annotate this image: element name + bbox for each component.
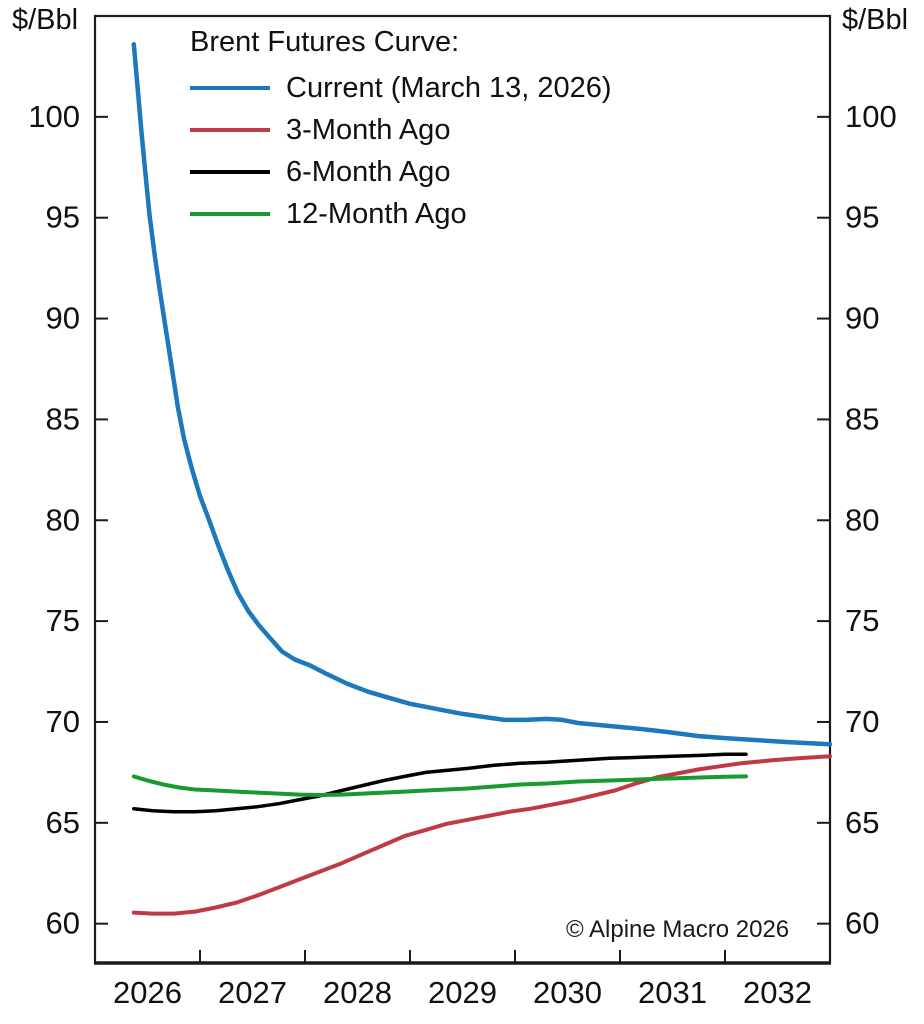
legend: Brent Futures Curve: Current (March 13, … xyxy=(190,26,612,235)
y-tick-label-left: 60 xyxy=(46,906,80,941)
legend-label: Current (March 13, 2026) xyxy=(286,71,612,104)
y-tick-label-left: 90 xyxy=(46,301,80,336)
legend-item: 6-Month Ago xyxy=(190,151,612,193)
y-tick-label-left: 65 xyxy=(46,805,80,840)
legend-items: Current (March 13, 2026) 3-Month Ago 6-Mon… xyxy=(190,67,612,235)
y-axis-unit-left: $/Bbl xyxy=(12,4,79,36)
legend-label: 3-Month Ago xyxy=(286,113,451,146)
y-tick-label-left: 70 xyxy=(46,704,80,739)
y-tick-label-left: 95 xyxy=(46,200,80,235)
legend-swatch-line xyxy=(190,212,270,216)
legend-title: Brent Futures Curve: xyxy=(190,26,460,58)
legend-swatch-line xyxy=(190,170,270,174)
legend-item: Current (March 13, 2026) xyxy=(190,67,612,109)
y-tick-label-right: 90 xyxy=(845,301,879,336)
y-tick-label-left: 85 xyxy=(46,401,80,436)
y-tick-label-left: 80 xyxy=(46,502,80,537)
y-tick-label-left: 75 xyxy=(46,603,80,638)
x-tick-label: 2032 xyxy=(743,975,812,1010)
legend-label: 12-Month Ago xyxy=(286,197,467,230)
y-tick-label-right: 60 xyxy=(845,906,879,941)
x-tick-label: 2026 xyxy=(113,975,182,1010)
y-tick-label-right: 100 xyxy=(845,99,897,134)
x-tick-label: 2030 xyxy=(533,975,602,1010)
series-line-current-march-13-2026- xyxy=(131,41,833,747)
legend-swatch-line xyxy=(190,86,270,90)
y-tick-label-right: 95 xyxy=(845,200,879,235)
y-tick-label-right: 75 xyxy=(845,603,879,638)
x-tick-label: 2027 xyxy=(218,975,287,1010)
copyright-watermark: © Alpine Macro 2026 xyxy=(566,916,790,943)
legend-label: 6-Month Ago xyxy=(286,155,451,188)
y-tick-label-right: 85 xyxy=(845,401,879,436)
x-tick-label: 2031 xyxy=(638,975,707,1010)
legend-item: 3-Month Ago xyxy=(190,109,612,151)
series-line-12-month-ago xyxy=(131,774,748,797)
y-tick-label-right: 80 xyxy=(845,502,879,537)
y-axis-unit-right: $/Bbl xyxy=(842,4,909,36)
legend-item: 12-Month Ago xyxy=(190,193,612,235)
legend-swatch-line xyxy=(190,128,270,132)
series-line-3-month-ago xyxy=(131,754,832,916)
y-tick-label-right: 65 xyxy=(845,805,879,840)
series-line-6-month-ago xyxy=(132,752,748,814)
x-tick-label: 2028 xyxy=(323,975,392,1010)
x-tick-label: 2029 xyxy=(428,975,497,1010)
y-tick-label-right: 70 xyxy=(845,704,879,739)
y-tick-label-left: 100 xyxy=(28,99,80,134)
